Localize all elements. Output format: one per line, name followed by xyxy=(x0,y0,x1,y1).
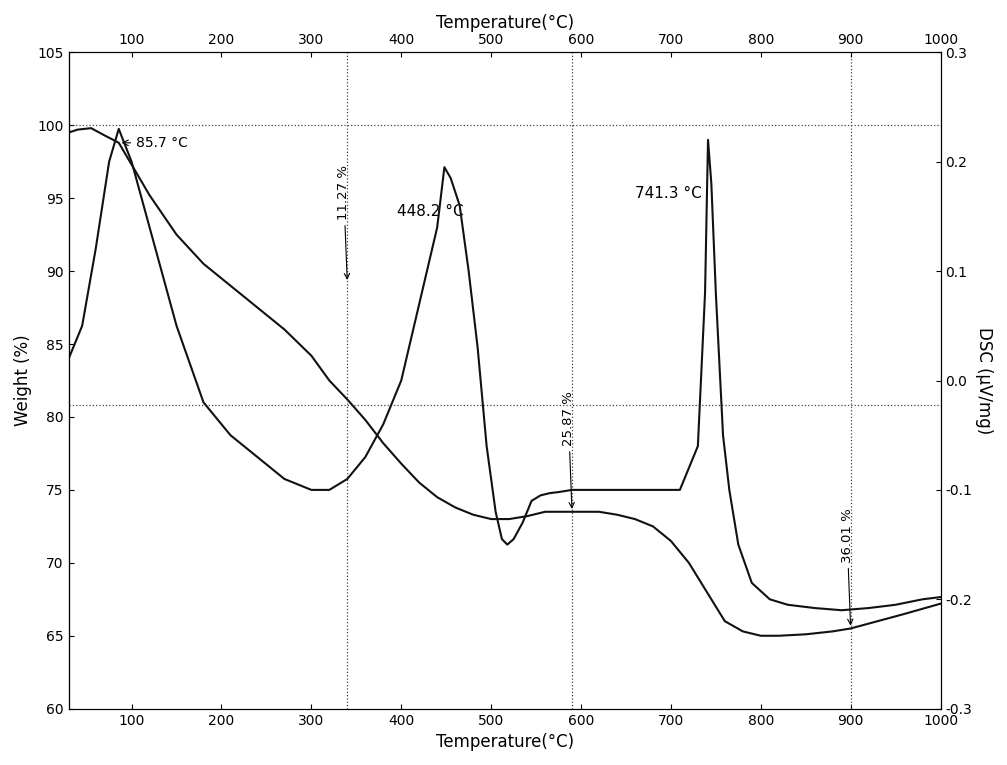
Y-axis label: Weight (%): Weight (%) xyxy=(14,335,32,426)
Y-axis label: DSC (μV/mg): DSC (μV/mg) xyxy=(975,327,993,434)
Text: 85.7 °C: 85.7 °C xyxy=(123,136,188,150)
Text: 36.01 %: 36.01 % xyxy=(841,508,854,624)
Text: 448.2 °C: 448.2 °C xyxy=(397,203,463,219)
Text: 11.27 %: 11.27 % xyxy=(337,165,350,278)
X-axis label: Temperature(°C): Temperature(°C) xyxy=(436,14,574,32)
X-axis label: Temperature(°C): Temperature(°C) xyxy=(436,733,574,751)
Text: 25.87 %: 25.87 % xyxy=(562,391,575,508)
Text: 741.3 °C: 741.3 °C xyxy=(635,186,702,201)
